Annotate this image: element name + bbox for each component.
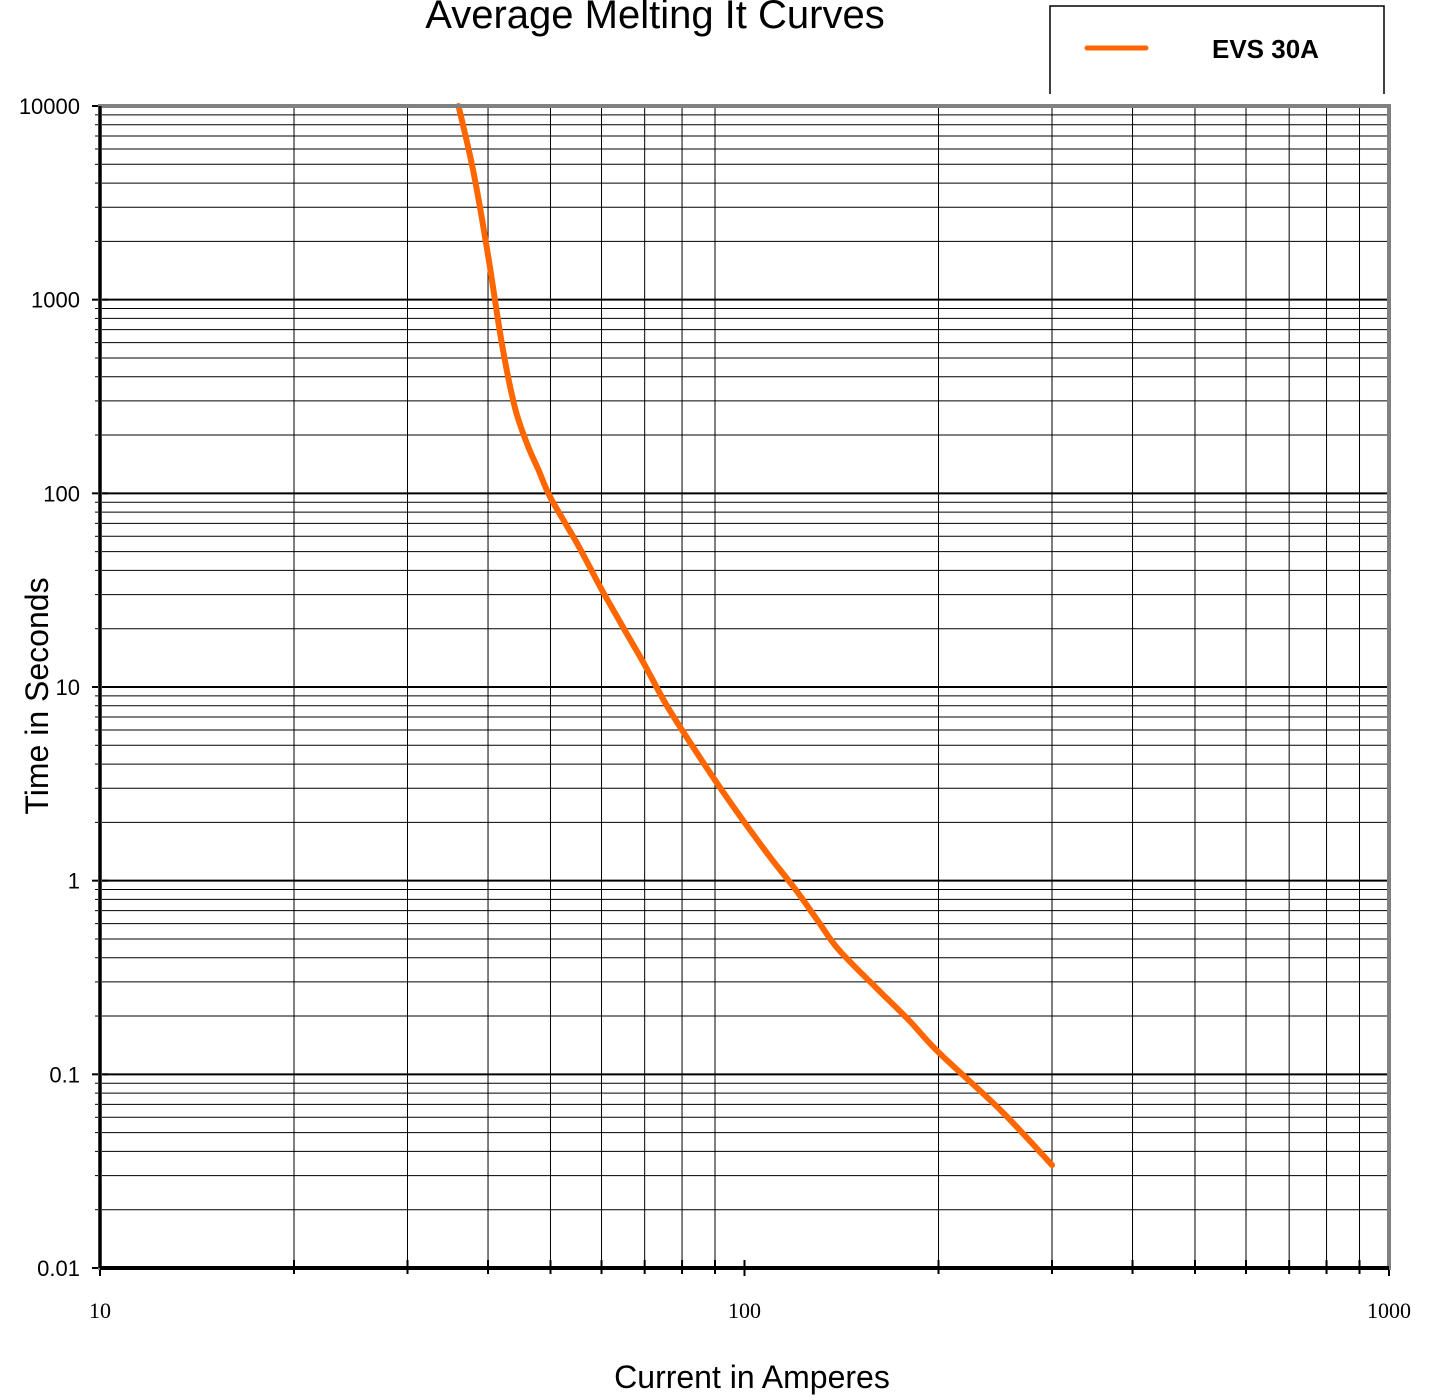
x-tick-label: 1000: [1367, 1298, 1411, 1323]
x-tick-label: 100: [728, 1298, 761, 1323]
legend-box: [1049, 5, 1385, 94]
legend: EVS 30A: [1049, 5, 1385, 94]
series-line-evs-30a: [455, 103, 1055, 1169]
y-tick-label: 0.1: [49, 1062, 80, 1087]
x-tick-labels: 10 100 1000: [89, 1298, 1411, 1323]
legend-label: EVS 30A: [1212, 34, 1319, 64]
y-tick-labels: 0.01 0.1 1 10 100 1000 10000: [19, 94, 80, 1281]
x-axis-title: Current in Amperes: [614, 1359, 890, 1395]
y-axis-title: Time in Seconds: [19, 577, 55, 814]
y-tick-label: 0.01: [37, 1256, 80, 1281]
x-tick-label: 10: [89, 1298, 111, 1323]
chart-title: Average Melting It Curves: [425, 0, 884, 37]
y-tick-label: 100: [43, 481, 80, 506]
y-tick-label: 1000: [31, 288, 80, 313]
y-tick-label: 10: [56, 675, 80, 700]
y-tick-label: 10000: [19, 94, 80, 119]
series-layer: [455, 103, 1055, 1169]
axis-ticks: [92, 105, 1390, 1276]
major-gridlines: [100, 298, 1389, 1076]
y-tick-label: 1: [68, 869, 80, 894]
